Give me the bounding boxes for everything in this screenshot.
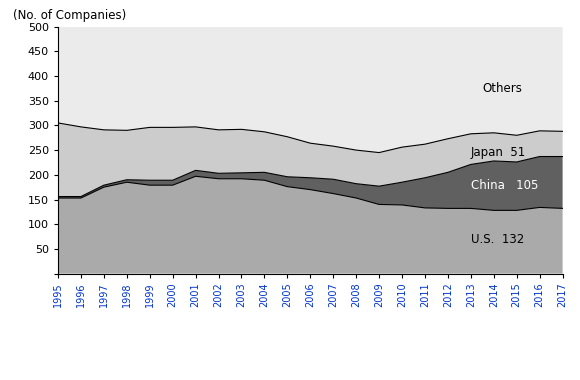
Text: U.S.  132: U.S. 132: [471, 233, 524, 245]
Text: China   105: China 105: [471, 179, 538, 192]
Text: Japan  51: Japan 51: [471, 146, 526, 159]
Text: (No. of Companies): (No. of Companies): [13, 9, 126, 22]
Text: Others: Others: [483, 82, 522, 95]
